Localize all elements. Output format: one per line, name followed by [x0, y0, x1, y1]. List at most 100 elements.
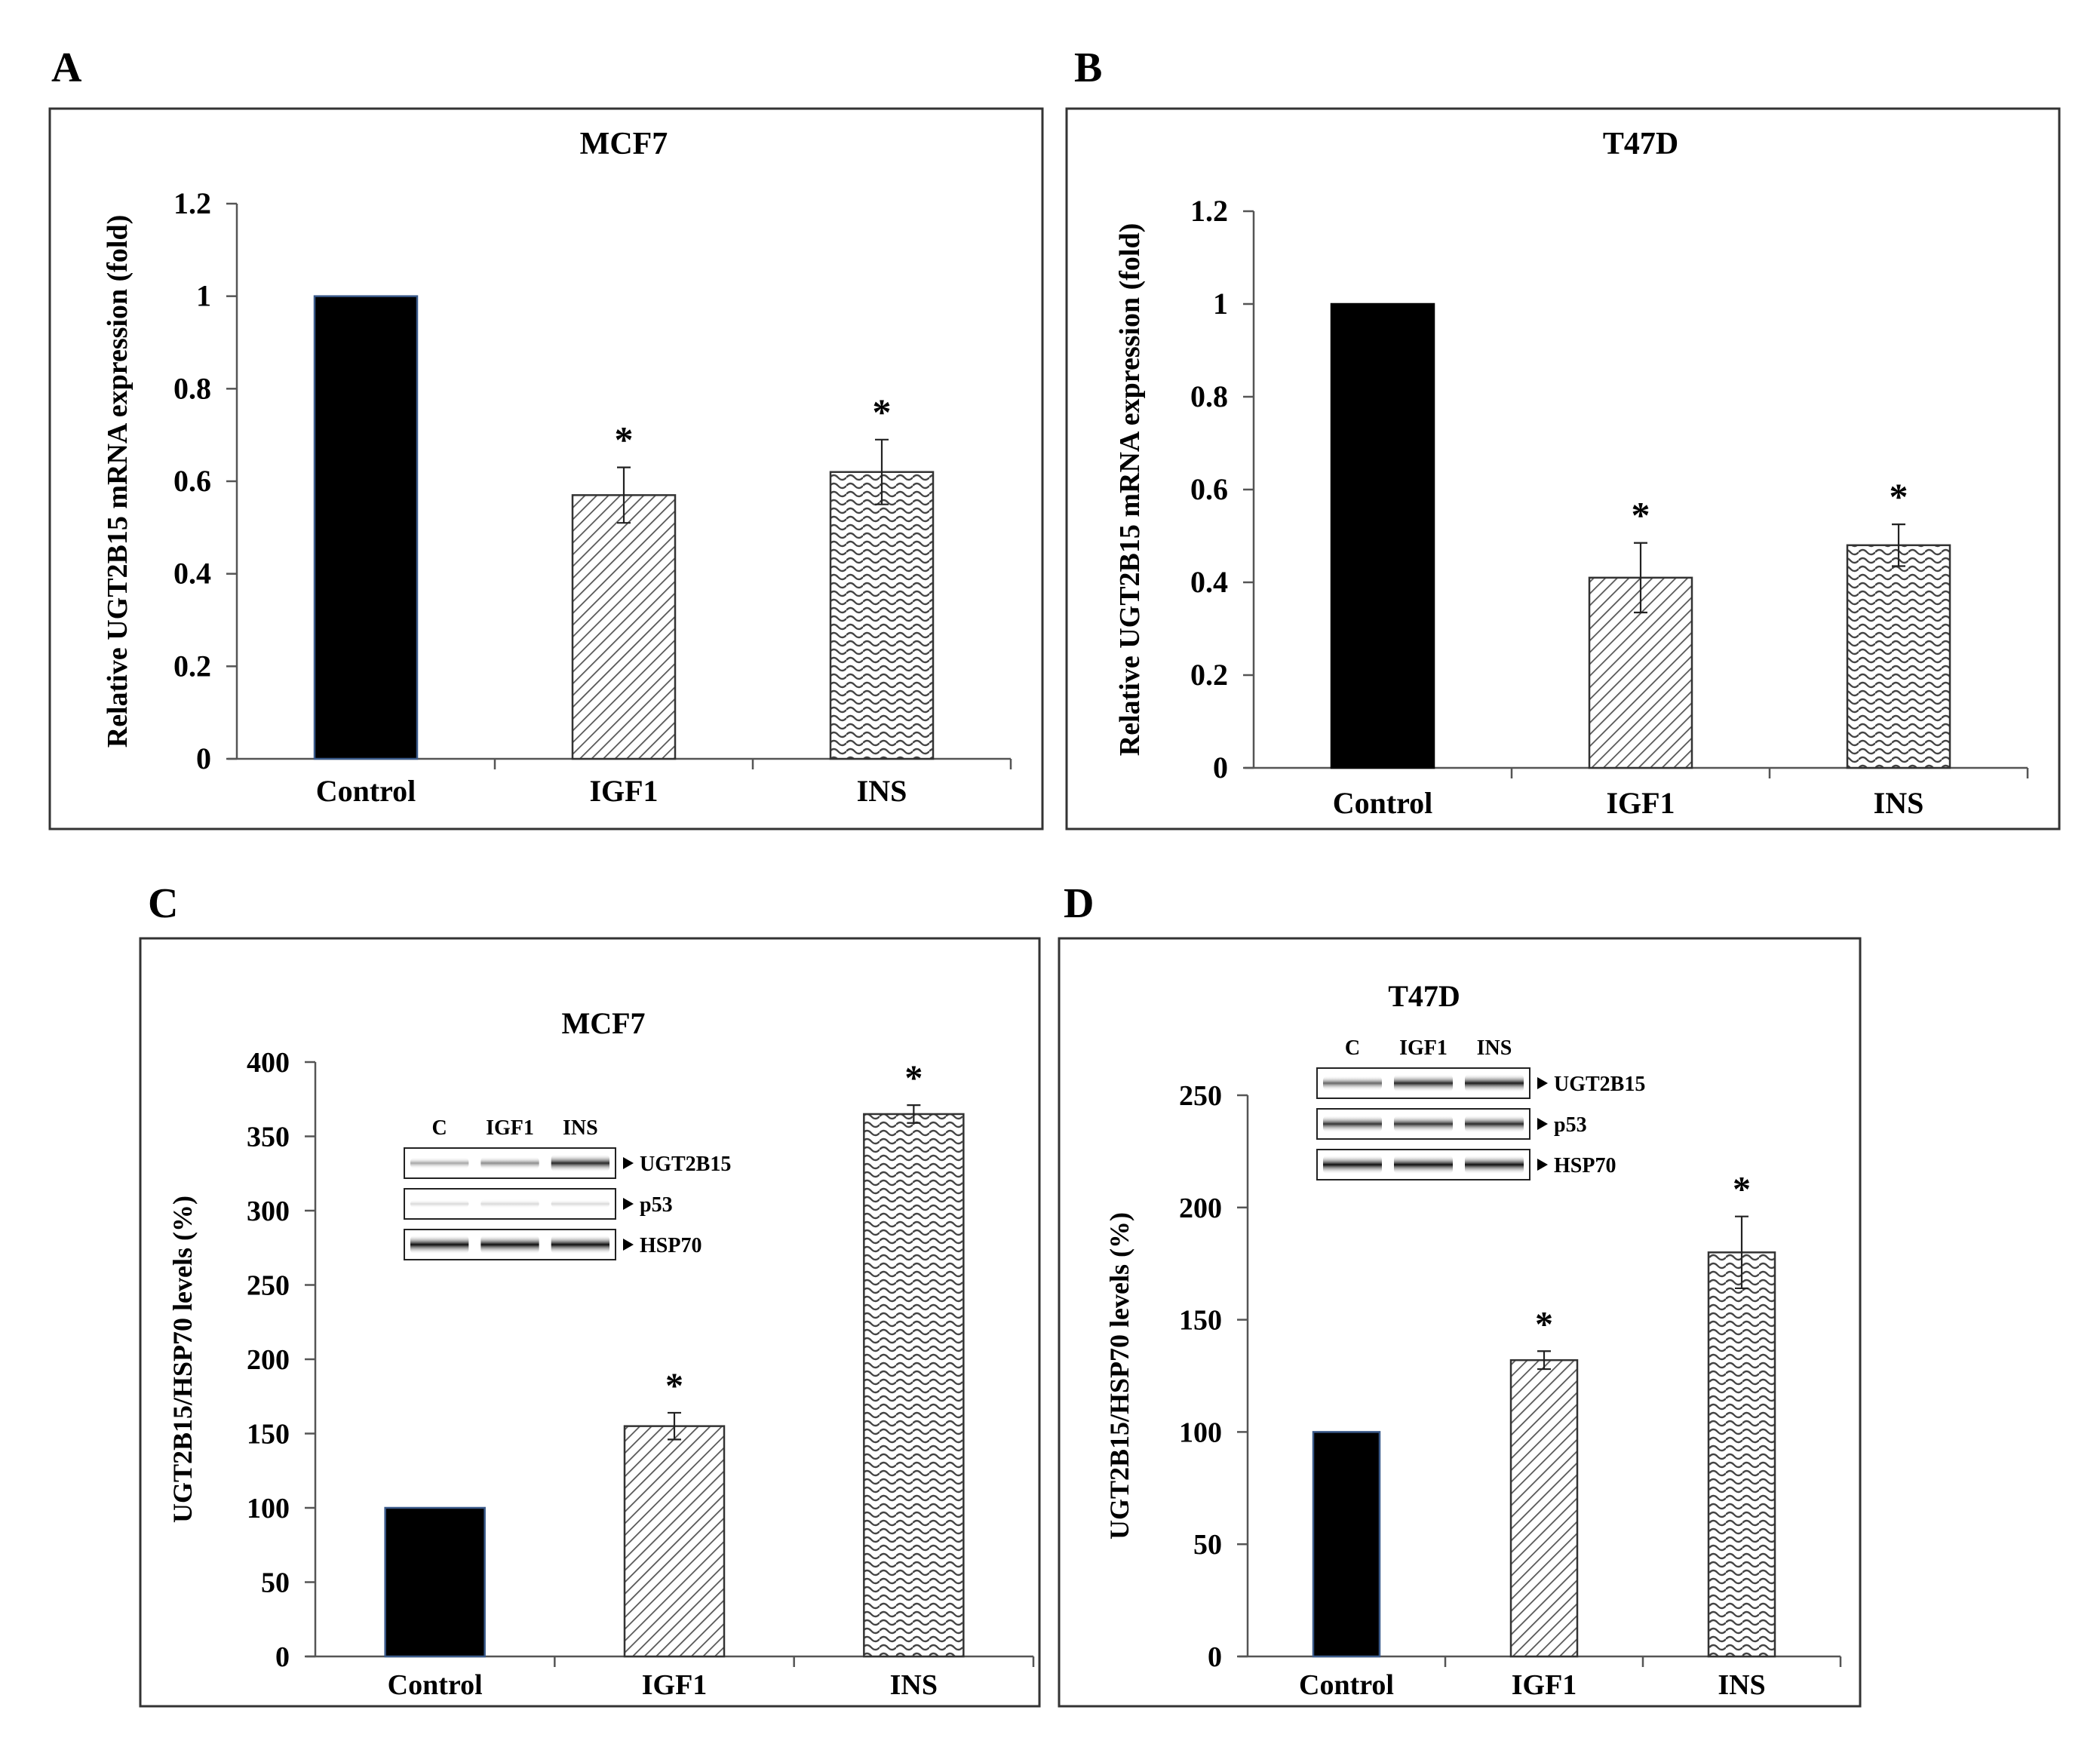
bar-igf1	[623, 1425, 726, 1658]
blot-band	[410, 1199, 469, 1208]
bar-ins	[1846, 544, 1951, 769]
bar-control	[1312, 1431, 1381, 1658]
y-tick-label: 0.2	[1190, 658, 1228, 692]
category-label: INS	[890, 1669, 938, 1701]
blot-band	[410, 1157, 469, 1169]
y-tick-label: 350	[247, 1122, 290, 1153]
category-label: IGF1	[1512, 1669, 1577, 1701]
blot-band	[1465, 1073, 1524, 1093]
arrow-right-icon	[1537, 1159, 1548, 1171]
arrow-right-icon	[623, 1239, 634, 1251]
blot-band	[480, 1199, 539, 1209]
y-tick-label: 0.2	[173, 649, 211, 683]
y-tick-label: 0	[1208, 1641, 1222, 1673]
y-tick-label: 0	[1213, 751, 1228, 784]
y-axis-label: UGT2B15/HSP70 levels (%)	[167, 1196, 198, 1523]
arrow-right-icon	[623, 1157, 634, 1169]
panel-d: T47D 0 50 100 150 200 250 UGT2B15/HSP70 levels …	[1058, 937, 1862, 1708]
blot-band	[551, 1154, 609, 1172]
blot-lane-label: C	[432, 1116, 447, 1140]
significance-marker: *	[1733, 1170, 1751, 1210]
y-axis-label: Relative UGT2B15 mRNA expression (fold)	[102, 215, 134, 748]
blot-lane-label: IGF1	[1399, 1036, 1448, 1060]
blot-lane-label: IGF1	[486, 1116, 534, 1140]
blot-band-label: HSP70	[1554, 1154, 1616, 1177]
y-tick-label: 0	[196, 741, 211, 775]
blot-band	[1323, 1076, 1382, 1091]
y-tick-label: 0.6	[173, 464, 211, 498]
chart-title: MCF7	[561, 1006, 645, 1040]
y-axis-label: Relative UGT2B15 mRNA expression (fold)	[1114, 223, 1146, 757]
bar-control	[384, 1506, 486, 1658]
y-tick-label: 1	[196, 279, 211, 313]
y-tick-label: 50	[261, 1567, 290, 1599]
category-label: IGF1	[642, 1669, 708, 1701]
significance-marker: *	[1632, 494, 1650, 536]
category-label: Control	[1333, 786, 1433, 820]
chart-title: T47D	[1388, 979, 1460, 1013]
blot-lane-label: C	[1345, 1036, 1360, 1060]
blot-band	[1394, 1155, 1453, 1174]
y-tick-label: 300	[247, 1196, 290, 1227]
category-label: IGF1	[589, 774, 658, 808]
blot-band-label: p53	[640, 1193, 673, 1217]
category-label: Control	[316, 774, 416, 808]
bar-igf1	[1509, 1358, 1579, 1658]
category-label: INS	[1718, 1669, 1765, 1701]
y-tick-label: 50	[1193, 1529, 1222, 1561]
blot-band	[1465, 1115, 1524, 1133]
y-tick-label: 150	[1179, 1305, 1222, 1337]
chart-title: T47D	[1603, 127, 1678, 161]
y-tick-label: 0.6	[1190, 472, 1228, 506]
category-label: INS	[1874, 786, 1924, 820]
blot-lane-label: INS	[563, 1116, 598, 1140]
panel-c: MCF7 0 50 100 150 200 250 300 350 400 UGT2B15/HSP7…	[139, 937, 1041, 1708]
blot-band-label: UGT2B15	[1554, 1073, 1645, 1096]
y-tick-label: 0.8	[173, 371, 211, 405]
significance-marker: *	[873, 391, 892, 433]
category-label: INS	[857, 774, 907, 808]
blot-band	[410, 1235, 469, 1254]
blot-band	[551, 1235, 609, 1254]
blot-band	[480, 1156, 539, 1170]
blot-band	[1323, 1115, 1382, 1133]
bar-igf1	[571, 494, 677, 760]
bar-ins	[863, 1113, 965, 1658]
y-tick-label: 250	[247, 1270, 290, 1302]
blot-band	[1323, 1155, 1382, 1174]
y-tick-label: 0.4	[1190, 565, 1228, 599]
arrow-right-icon	[1537, 1118, 1548, 1130]
blot-band	[480, 1235, 539, 1254]
significance-marker: *	[904, 1058, 923, 1098]
significance-marker: *	[1535, 1304, 1553, 1344]
blot-lane-label: INS	[1477, 1036, 1512, 1060]
y-tick-label: 150	[247, 1419, 290, 1451]
blot-band	[551, 1199, 609, 1208]
bar-control	[1330, 302, 1435, 769]
blot-band	[1394, 1074, 1453, 1092]
category-label: Control	[1299, 1669, 1394, 1701]
panel-letter-d: D	[1064, 880, 1094, 927]
bar-control	[313, 295, 419, 760]
blot-band	[1394, 1115, 1453, 1133]
significance-marker: *	[615, 419, 634, 461]
blot-band-label: HSP70	[640, 1234, 702, 1257]
y-tick-label: 200	[1179, 1193, 1222, 1224]
y-tick-label: 1	[1213, 287, 1228, 321]
chart-title: MCF7	[580, 127, 668, 161]
category-label: Control	[388, 1669, 483, 1701]
y-tick-label: 100	[1179, 1417, 1222, 1448]
panel-letter-c: C	[148, 880, 178, 927]
panel-b: T47D 0 0.2 0.4 0.6 0.8 1 1.2 Relative UGT2B15 mR…	[1065, 107, 2061, 830]
panel-letter-b: B	[1074, 45, 1102, 91]
bar-ins	[829, 471, 935, 760]
y-tick-label: 100	[247, 1493, 290, 1524]
blot-band-label: p53	[1554, 1113, 1587, 1137]
arrow-right-icon	[1537, 1077, 1548, 1089]
blot-band-label: UGT2B15	[640, 1153, 731, 1176]
blot-band	[1465, 1155, 1524, 1174]
significance-marker: *	[1890, 475, 1908, 517]
y-tick-label: 0.4	[173, 557, 211, 591]
y-tick-label: 0	[275, 1641, 290, 1673]
